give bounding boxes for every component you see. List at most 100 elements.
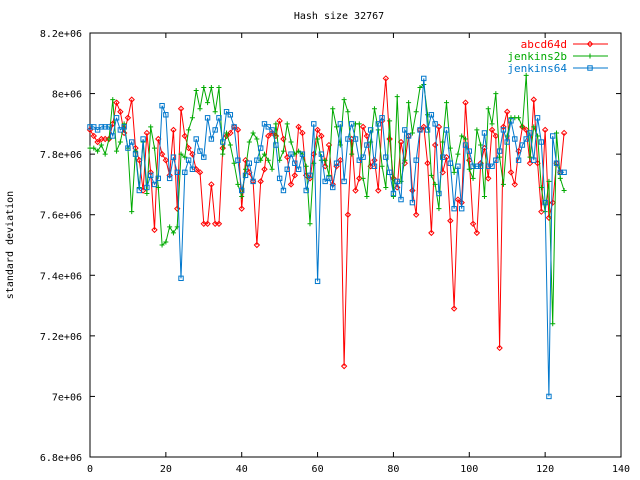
data-point <box>178 275 184 282</box>
data-point <box>215 220 223 228</box>
data-point <box>352 187 359 194</box>
data-point <box>185 157 192 163</box>
data-point <box>375 187 382 194</box>
data-point <box>94 138 101 146</box>
x-tick: 100 <box>460 33 478 475</box>
data-point <box>549 199 556 206</box>
data-point <box>406 100 412 106</box>
data-point <box>114 148 120 154</box>
data-point <box>382 75 390 82</box>
data-point <box>341 178 347 185</box>
data-point <box>311 160 317 166</box>
data-point <box>394 94 400 100</box>
data-point <box>364 142 370 148</box>
data-point <box>417 127 423 133</box>
data-point <box>170 154 177 160</box>
data-point <box>527 130 533 136</box>
data-point <box>303 187 309 194</box>
data-point <box>288 139 294 145</box>
data-point <box>117 139 123 145</box>
data-point <box>511 181 519 188</box>
data-point <box>144 191 150 197</box>
data-point <box>144 184 150 191</box>
x-tick: 120 <box>536 33 554 475</box>
data-point <box>519 124 525 130</box>
x-tick-label: 140 <box>612 464 630 475</box>
series-jenkins64 <box>87 75 567 400</box>
data-point <box>469 220 477 228</box>
data-point <box>307 172 313 179</box>
data-point <box>587 53 593 59</box>
data-point <box>481 194 487 200</box>
data-point <box>299 151 306 157</box>
data-point <box>224 130 230 136</box>
data-point <box>383 184 389 190</box>
data-point <box>140 136 146 142</box>
data-point <box>474 127 480 133</box>
x-tick-label: 0 <box>87 464 93 475</box>
data-point <box>250 178 256 185</box>
data-point <box>197 148 203 154</box>
data-point <box>523 136 529 142</box>
data-point <box>106 124 112 130</box>
data-point <box>261 151 267 157</box>
data-point <box>128 96 135 103</box>
data-point <box>473 229 481 237</box>
data-point <box>196 169 204 176</box>
data-point <box>163 112 169 118</box>
legend-label: jenkins2b <box>507 50 567 63</box>
data-point <box>413 109 419 115</box>
data-point <box>201 85 207 91</box>
data-point <box>314 278 321 285</box>
data-point <box>205 100 211 106</box>
data-point <box>546 178 552 184</box>
data-point <box>500 181 506 187</box>
data-point <box>87 124 93 130</box>
x-tick-label: 60 <box>312 464 324 475</box>
data-point <box>227 129 234 137</box>
data-point <box>208 136 215 142</box>
data-point <box>455 151 461 157</box>
data-point <box>387 118 393 124</box>
data-point <box>231 124 237 130</box>
data-point <box>500 123 507 131</box>
data-point <box>253 241 261 249</box>
data-point <box>356 121 362 127</box>
data-point <box>223 109 230 115</box>
data-point <box>522 126 530 134</box>
data-point <box>431 141 439 149</box>
data-point <box>557 169 564 176</box>
data-point <box>390 190 397 197</box>
data-point <box>326 175 332 182</box>
data-point <box>178 151 184 157</box>
data-point <box>500 127 507 133</box>
data-point <box>454 196 462 203</box>
data-point <box>110 133 116 139</box>
data-point <box>151 226 158 234</box>
data-point <box>315 136 321 142</box>
data-point <box>489 121 495 127</box>
data-point <box>208 181 215 188</box>
data-point <box>265 124 271 130</box>
data-point <box>462 99 469 106</box>
data-point <box>148 124 154 130</box>
data-point <box>280 187 287 194</box>
data-point <box>424 127 431 133</box>
axis-ticks: 6.8e+06 7e+06 7.2e+06 7.4e+06 7.6e+06 7.8e+06… <box>40 29 630 475</box>
data-point <box>504 108 511 115</box>
x-tick-label: 120 <box>536 464 554 475</box>
legend-label: abcd64d <box>521 38 567 51</box>
data-point <box>288 151 294 157</box>
y-tick: 7.8e+06 <box>40 150 621 161</box>
data-point <box>204 220 211 228</box>
x-tick: 0 <box>87 33 93 475</box>
data-point <box>269 127 275 133</box>
data-point <box>124 114 132 122</box>
data-point <box>106 136 112 142</box>
data-point <box>189 166 196 172</box>
data-point <box>246 139 252 145</box>
data-point <box>136 156 143 164</box>
data-point <box>390 194 396 200</box>
data-point <box>158 150 166 158</box>
